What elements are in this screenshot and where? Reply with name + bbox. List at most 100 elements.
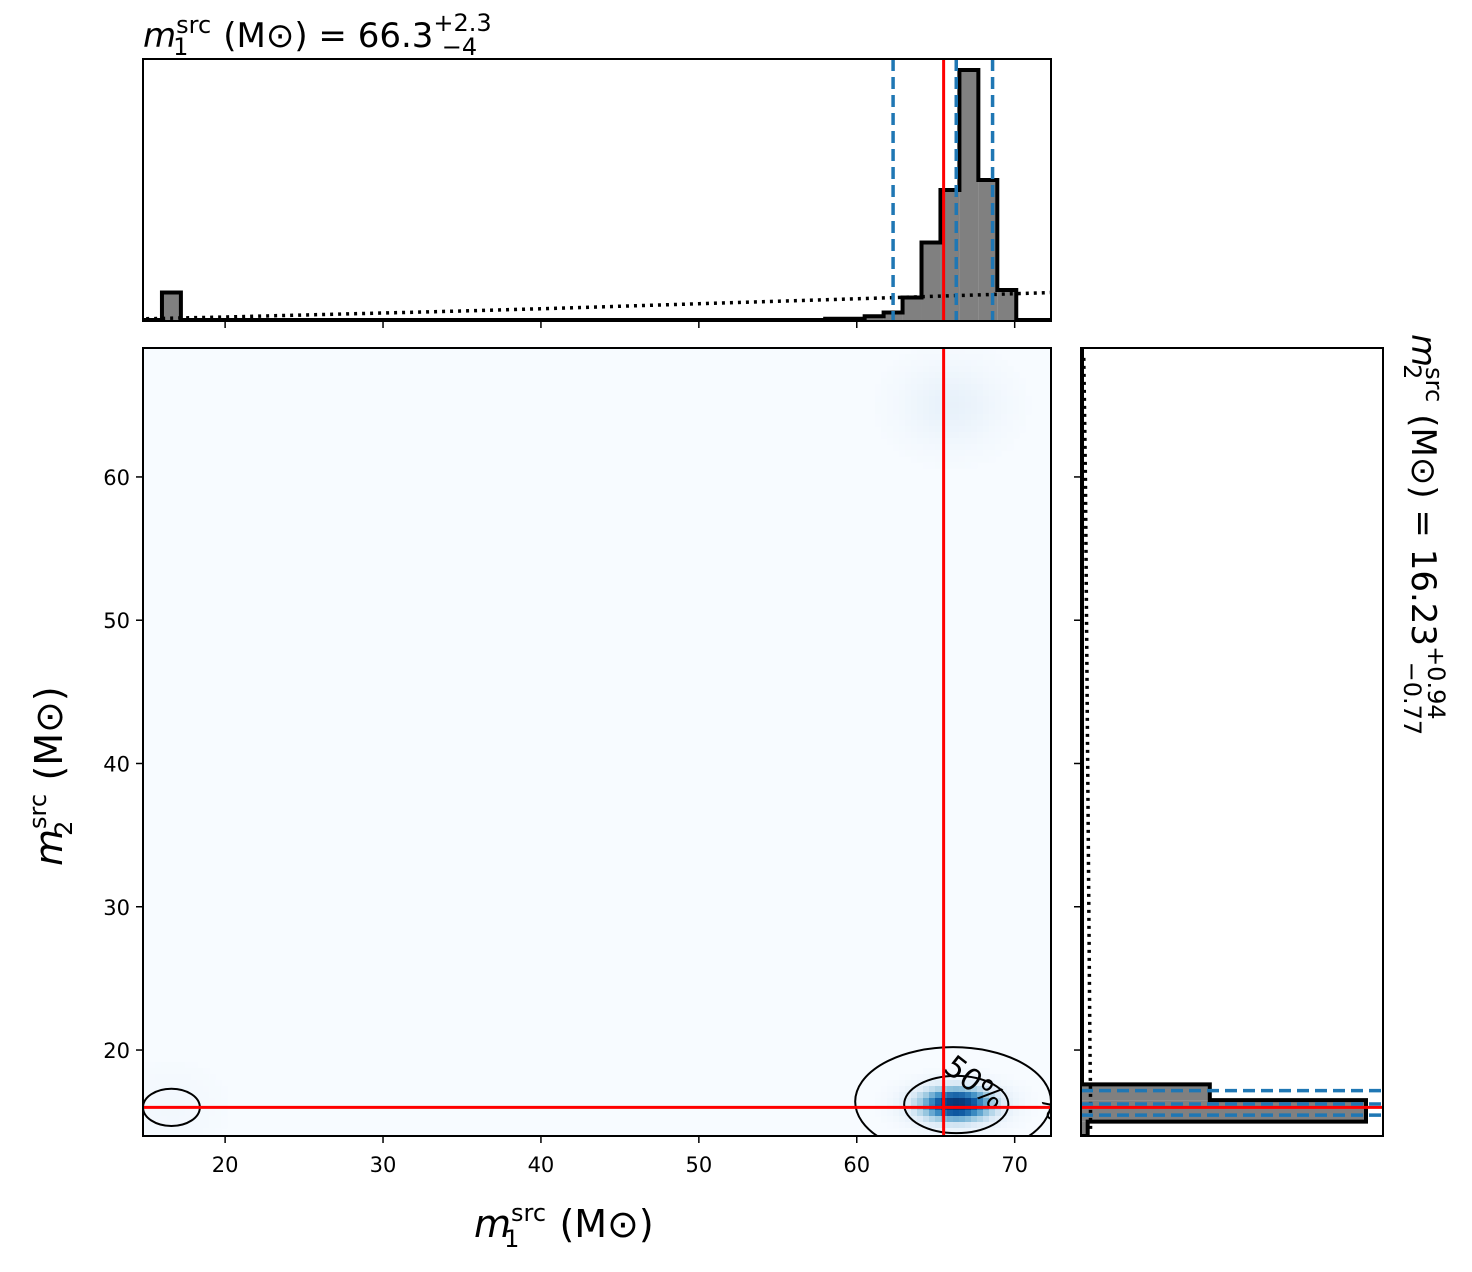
joint-density-cell	[1007, 1110, 1014, 1117]
joint-density-cell	[149, 1080, 156, 1087]
joint-density-cell	[929, 1098, 936, 1105]
joint-density-cell	[935, 444, 942, 451]
joint-density-cell	[149, 1122, 156, 1129]
joint-density-cell	[911, 1122, 918, 1129]
joint-density-cell	[1013, 408, 1020, 415]
joint-density-cell	[929, 1134, 936, 1136]
joint-density-cell	[155, 1080, 162, 1087]
joint-density-cell	[1007, 378, 1014, 385]
joint-density-cell	[983, 456, 990, 463]
joint-density-cell	[905, 372, 912, 379]
joint-density-cell	[1001, 1122, 1008, 1129]
joint-density-cell	[191, 1086, 198, 1093]
joint-density-cell	[917, 444, 924, 451]
joint-density-cell	[983, 444, 990, 451]
joint-density-cell	[983, 438, 990, 445]
joint-density-cell	[143, 1062, 150, 1069]
joint-density-cell	[1001, 426, 1008, 433]
joint-density-cell	[965, 360, 972, 367]
contour-50	[903, 1074, 1010, 1135]
joint-density-cell	[977, 372, 984, 379]
joint-density-cell	[935, 420, 942, 427]
joint-density-cell	[1025, 402, 1032, 409]
joint-density-cell	[995, 366, 1002, 373]
y-axis-label: msrc2 (M⊙)	[24, 686, 78, 866]
joint-density-cell	[965, 366, 972, 373]
joint-density-cell	[203, 1134, 210, 1136]
joint-density-cell	[935, 432, 942, 439]
joint-density-cell	[929, 450, 936, 457]
joint-density-cell	[923, 378, 930, 385]
joint-density-cell	[905, 432, 912, 439]
joint-density-cell	[959, 366, 966, 373]
joint-density-cell	[959, 432, 966, 439]
joint-density-cell	[899, 372, 906, 379]
joint-density-cell	[893, 384, 900, 391]
joint-density-cell	[1001, 360, 1008, 367]
joint-density-cell	[917, 396, 924, 403]
joint-density-cell	[965, 372, 972, 379]
joint-density-cell	[911, 360, 918, 367]
joint-density-cell	[989, 1098, 996, 1105]
joint-density-cell	[929, 348, 936, 355]
joint-density-cell	[215, 1098, 222, 1105]
joint-density-cell	[965, 1098, 972, 1105]
joint-density-cell	[1019, 384, 1026, 391]
joint-density-cell	[983, 348, 990, 355]
m2-marginal-title: msrc2 (M⊙) = 16.23+0.94−0.77	[1398, 334, 1450, 735]
joint-density-cell	[155, 1098, 162, 1105]
joint-density-cell	[1007, 402, 1014, 409]
joint-density-cell	[935, 390, 942, 397]
joint-density-cell	[1013, 426, 1020, 433]
joint-density-cell	[215, 1116, 222, 1123]
joint-density-cell	[209, 1080, 216, 1087]
joint-density-cell	[947, 366, 954, 373]
joint-density-cell	[1007, 408, 1014, 415]
joint-density-cell	[971, 1080, 978, 1087]
joint-density-cell	[1013, 396, 1020, 403]
joint-density-cell	[935, 450, 942, 457]
joint-density-cell	[893, 1092, 900, 1099]
joint-density-cell	[929, 1092, 936, 1099]
joint-density-cell	[1001, 1116, 1008, 1123]
joint-density-cell	[929, 420, 936, 427]
joint-density-cell	[929, 402, 936, 409]
joint-density-cell	[923, 1086, 930, 1093]
joint-density-cell	[965, 432, 972, 439]
joint-density-cell	[947, 438, 954, 445]
joint-density-cell	[995, 1110, 1002, 1117]
joint-density-cell	[959, 1122, 966, 1129]
joint-density-cell	[173, 1134, 180, 1136]
joint-density-cell	[917, 1116, 924, 1123]
joint-density-cell	[1013, 1116, 1020, 1123]
joint-density-cell	[923, 438, 930, 445]
joint-density-cell	[905, 378, 912, 385]
joint-density-cell	[977, 450, 984, 457]
joint-density-cell	[1013, 1080, 1020, 1087]
joint-density-cell	[947, 450, 954, 457]
joint-density-cell	[905, 444, 912, 451]
joint-density-cell	[161, 1062, 168, 1069]
joint-density-cell	[995, 378, 1002, 385]
joint-density-cell	[887, 408, 894, 415]
joint-density-cell	[155, 1074, 162, 1081]
joint-density-cell	[155, 1068, 162, 1075]
joint-density-cell	[911, 1116, 918, 1123]
joint-density-cell	[929, 1074, 936, 1081]
joint-density-cell	[221, 1116, 228, 1123]
joint-density-cell	[965, 1086, 972, 1093]
m1-marginal-frame	[142, 58, 1052, 322]
joint-density-cell	[971, 432, 978, 439]
joint-density-cell	[947, 378, 954, 385]
joint-density-cell	[995, 1116, 1002, 1123]
joint-density-cell	[917, 354, 924, 361]
joint-density-cell	[221, 1086, 228, 1093]
joint-density-cell	[965, 1068, 972, 1075]
joint-density-cell	[1019, 378, 1026, 385]
joint-density-cell	[935, 348, 942, 355]
joint-density-cell	[881, 402, 888, 409]
joint-density-cell	[917, 1128, 924, 1135]
joint-density-cell	[971, 396, 978, 403]
joint-density-cell	[953, 426, 960, 433]
